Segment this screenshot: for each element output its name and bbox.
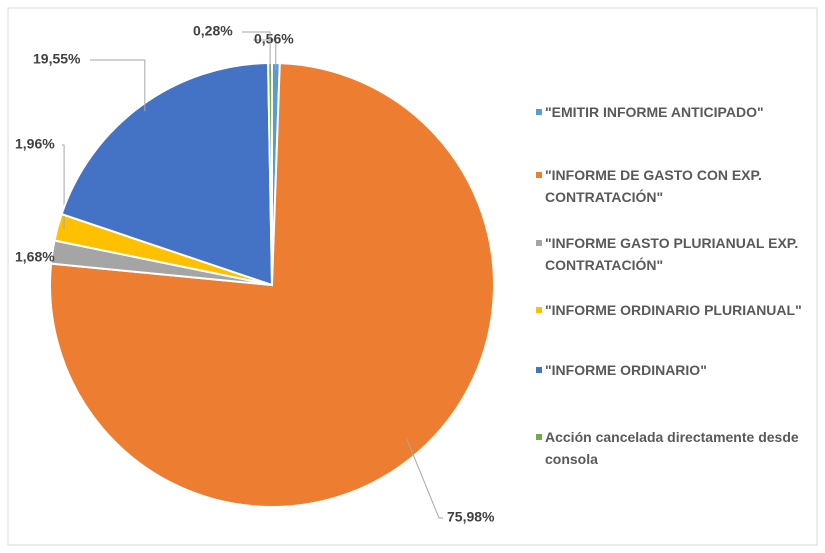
leader-line	[253, 39, 277, 70]
leader-line	[56, 253, 60, 259]
legend-label: "INFORME GASTO PLURIANUAL EXP. CONTRATAC…	[545, 235, 799, 273]
legend-swatch	[536, 434, 542, 440]
legend-swatch	[536, 367, 542, 373]
data-label: 1,68%	[15, 249, 55, 265]
legend-item: Acción cancelada directamente desde cons…	[536, 426, 815, 470]
pie-slice	[60, 62, 274, 287]
data-label: 1,96%	[15, 136, 55, 152]
legend-label: "EMITIR INFORME ANTICIPADO"	[545, 104, 764, 120]
legend-item: "INFORME ORDINARIO PLURIANUAL"	[536, 299, 815, 321]
legend-item: "INFORME GASTO PLURIANUAL EXP. CONTRATAC…	[536, 232, 815, 276]
data-label: 0,28%	[193, 23, 233, 39]
legend-swatch	[536, 172, 542, 178]
legend-label: "INFORME ORDINARIO PLURIANUAL"	[545, 302, 802, 318]
legend-item: "INFORME ORDINARIO"	[536, 359, 815, 381]
data-label: 19,55%	[33, 51, 81, 67]
legend-swatch	[536, 307, 542, 313]
legend-label: "INFORME DE GASTO CON EXP. CONTRATACIÓN"	[545, 167, 762, 205]
legend-label: "INFORME ORDINARIO"	[545, 362, 707, 378]
legend-item: "EMITIR INFORME ANTICIPADO"	[536, 101, 815, 123]
legend-item: "INFORME DE GASTO CON EXP. CONTRATACIÓN"	[536, 164, 815, 208]
leader-line	[62, 144, 65, 229]
leader-line	[90, 59, 146, 112]
leader-line	[406, 438, 443, 519]
legend-swatch	[536, 240, 542, 246]
legend-label: Acción cancelada directamente desde cons…	[545, 429, 799, 467]
data-label: 0,56%	[254, 31, 294, 47]
legend-swatch	[536, 109, 542, 115]
leader-line	[242, 31, 271, 70]
data-label: 75,98%	[447, 509, 495, 525]
